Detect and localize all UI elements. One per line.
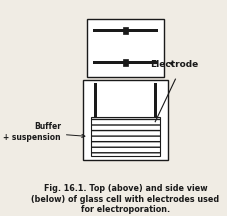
Bar	[122, 59, 128, 66]
Bar	[122, 27, 128, 34]
Bar	[94, 83, 97, 153]
Text: Buffer
+ suspension: Buffer + suspension	[3, 122, 84, 142]
Bar	[83, 80, 167, 159]
Bar	[153, 83, 156, 153]
Text: Electrode: Electrode	[150, 60, 198, 69]
Text: Fig. 16.1. Top (above) and side view
(below) of glass cell with electrodes used
: Fig. 16.1. Top (above) and side view (be…	[31, 184, 218, 214]
Bar	[90, 117, 159, 156]
Bar	[92, 61, 157, 64]
Bar	[86, 19, 163, 77]
Bar	[92, 29, 157, 32]
